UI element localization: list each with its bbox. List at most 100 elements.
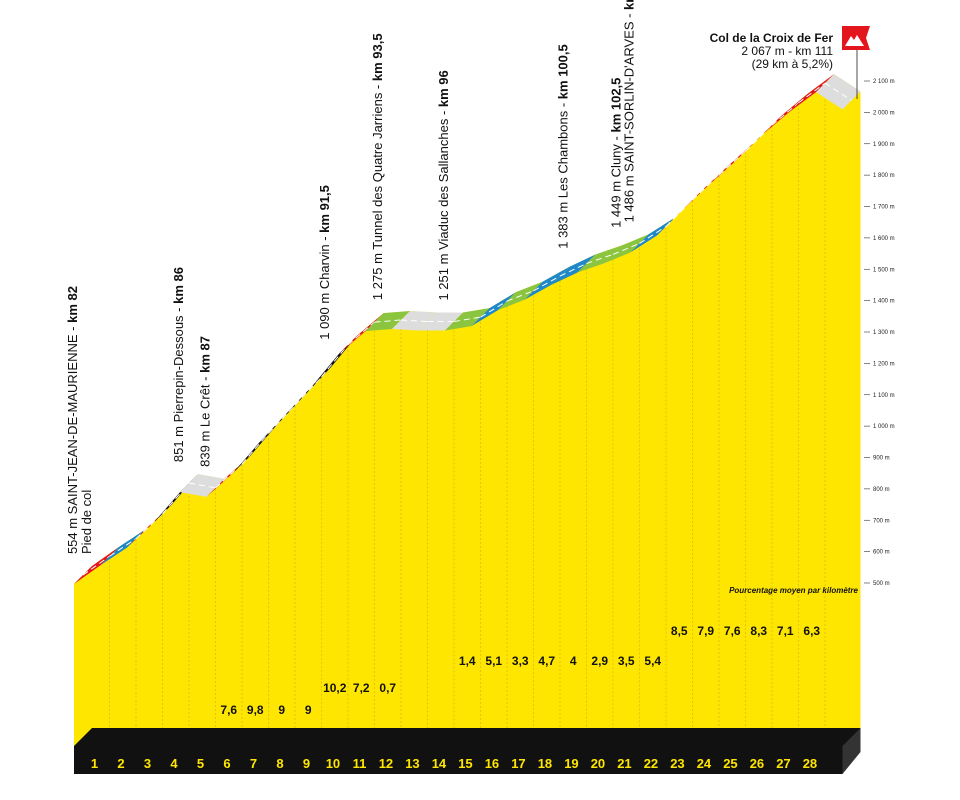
km-label: 8 xyxy=(276,756,283,771)
waypoint-place: 1 383 m Les Chambons - xyxy=(555,99,570,249)
waypoint-km: km 96 xyxy=(436,70,451,107)
km-label: 3 xyxy=(144,756,151,771)
gradient-label: 7,1 xyxy=(777,624,794,638)
y-tick-label: 1 900 m xyxy=(873,142,895,148)
waypoint-label: 1 449 m Cluny - km 102,5 xyxy=(608,78,623,228)
km-label: 14 xyxy=(432,756,447,771)
waypoint-place: 1 251 m Viaduc des Sallanches - xyxy=(436,107,451,300)
waypoint-label: 1 090 m Charvin - km 91,5 xyxy=(317,185,332,340)
gradient-label: 5,4 xyxy=(644,654,661,668)
km-label: 26 xyxy=(750,756,764,771)
waypoint-place: 1 275 m Tunnel des Quatre Jarriens - xyxy=(370,81,385,300)
ridge-dash xyxy=(586,253,614,264)
ridge-dash xyxy=(400,319,428,323)
y-tick-label: 1 300 m xyxy=(873,330,895,336)
km-label: 7 xyxy=(250,756,257,771)
gradient-segment xyxy=(789,74,834,112)
waypoint-km: km 87 xyxy=(198,336,213,373)
ridge-dash xyxy=(533,275,561,292)
y-tick-label: 1 000 m xyxy=(873,424,895,430)
gradient-label: 8,5 xyxy=(671,624,688,638)
waypoint-label: 851 m Pierrepin-Dessous - km 86 xyxy=(171,267,186,462)
waypoint-text: 554 m SAINT-JEAN-DE-MAURIENNE - km 82 xyxy=(65,286,80,554)
waypoint-text: 1 275 m Tunnel des Quatre Jarriens - km … xyxy=(370,33,385,300)
y-tick-label: 1 600 m xyxy=(873,236,895,242)
gradient-label: 8,3 xyxy=(750,624,767,638)
ridge-dash xyxy=(374,319,402,323)
y-tick-label: 2 000 m xyxy=(873,110,895,116)
km-label: 12 xyxy=(379,756,393,771)
km-label: 13 xyxy=(405,756,419,771)
gradient-label: 2,9 xyxy=(591,654,608,668)
gradient-segment xyxy=(763,93,808,135)
waypoint-text: 1 486 m SAINT-SORLIN-D'ARVES - km 103 xyxy=(622,0,637,222)
waypoint-place: 1 486 m SAINT-SORLIN-D'ARVES - xyxy=(622,10,637,222)
waypoint-label: 1 275 m Tunnel des Quatre Jarriens - km … xyxy=(370,33,385,300)
gradient-label: 6,3 xyxy=(803,624,820,638)
y-axis: 500 m 600 m 700 m 800 m 900 m 1 000 m 1 100 m 1… xyxy=(864,79,895,587)
ridge-dash xyxy=(82,555,110,576)
gradient-label: 7,9 xyxy=(697,624,714,638)
gradient-label: 9,8 xyxy=(247,703,264,717)
summit-altitude-km: 2 067 m - km 111 xyxy=(741,44,833,58)
waypoint-km: km 100,5 xyxy=(555,44,570,99)
gradient-label: 10,2 xyxy=(323,681,347,695)
km-label: 18 xyxy=(538,756,552,771)
ridge-dash xyxy=(798,82,826,104)
waypoint-label: 839 m Le Crêt - km 87 xyxy=(198,336,213,467)
gradient-colored-ridge xyxy=(74,74,861,585)
gradient-label: 7,9 xyxy=(141,734,158,748)
y-tick-label: 1 400 m xyxy=(873,299,895,305)
y-tick-label: 1 200 m xyxy=(873,361,895,367)
ridge-dash xyxy=(771,102,799,126)
y-tick-label: 900 m xyxy=(873,456,890,462)
ridge-dash xyxy=(639,226,667,244)
km-label: 2 xyxy=(117,756,124,771)
gradient-label: 9 xyxy=(278,703,285,717)
km-grid xyxy=(109,84,826,746)
gradient-label: 3,3 xyxy=(512,654,529,668)
y-tick-label: 700 m xyxy=(873,518,890,524)
waypoint-place: 839 m Le Crêt - xyxy=(198,373,213,467)
waypoint-label: 1 486 m SAINT-SORLIN-D'ARVES - km 103 xyxy=(622,0,637,222)
waypoints: 554 m SAINT-JEAN-DE-MAURIENNE - km 82Pie… xyxy=(65,0,637,554)
ridge-dash xyxy=(241,432,269,465)
y-tick-label: 1 700 m xyxy=(873,205,895,211)
y-tick-label: 500 m xyxy=(873,581,890,587)
km-label: 1 xyxy=(91,756,98,771)
waypoint-km: km 102,5 xyxy=(608,78,623,133)
gradient-label: 5,1 xyxy=(485,654,502,668)
waypoint-text: 851 m Pierrepin-Dessous - km 86 xyxy=(171,267,186,462)
profile-fill xyxy=(74,74,861,746)
ridge-dash xyxy=(347,321,375,346)
km-label: 17 xyxy=(511,756,525,771)
waypoint-text: 1 251 m Viaduc des Sallanches - km 96 xyxy=(436,70,451,300)
ridge-dash xyxy=(480,300,508,318)
km-label: 11 xyxy=(353,756,367,771)
y-tick-label: 2 100 m xyxy=(873,79,895,85)
km-label: 10 xyxy=(326,756,340,771)
ridge-dash xyxy=(559,263,587,277)
km-label: 9 xyxy=(303,756,310,771)
ridge-dash xyxy=(745,124,773,152)
y-tick-label: 800 m xyxy=(873,487,890,493)
ridge-dash xyxy=(718,150,746,176)
waypoint-text: 1 449 m Cluny - km 102,5 xyxy=(608,78,623,228)
waypoint-km: km 86 xyxy=(171,267,186,304)
km-label: 4 xyxy=(170,756,178,771)
waypoint-label: 1 251 m Viaduc des Sallanches - km 96 xyxy=(436,70,451,300)
gradient-label: 4,7 xyxy=(538,654,555,668)
waypoint-label: 554 m SAINT-JEAN-DE-MAURIENNE - km 82Pie… xyxy=(65,286,94,554)
base-band-side xyxy=(842,728,861,774)
gradient-labels: 6 5,6 7,9 9,8 7,6 9,8 9 9 10,2 7,2 0,7 1,4 5,1 3,3 4,7… xyxy=(93,624,821,748)
km-label: 16 xyxy=(485,756,499,771)
waypoint-text: 839 m Le Crêt - km 87 xyxy=(198,336,213,467)
waypoint-km: km 93,5 xyxy=(370,33,385,81)
km-label: 21 xyxy=(617,756,631,771)
summit-length-gradient: (29 km à 5,2%) xyxy=(752,57,833,71)
gradient-label: 9 xyxy=(305,703,312,717)
km-label: 20 xyxy=(591,756,605,771)
km-label: 27 xyxy=(776,756,790,771)
waypoint-place: 1 449 m Cluny - xyxy=(608,133,623,228)
